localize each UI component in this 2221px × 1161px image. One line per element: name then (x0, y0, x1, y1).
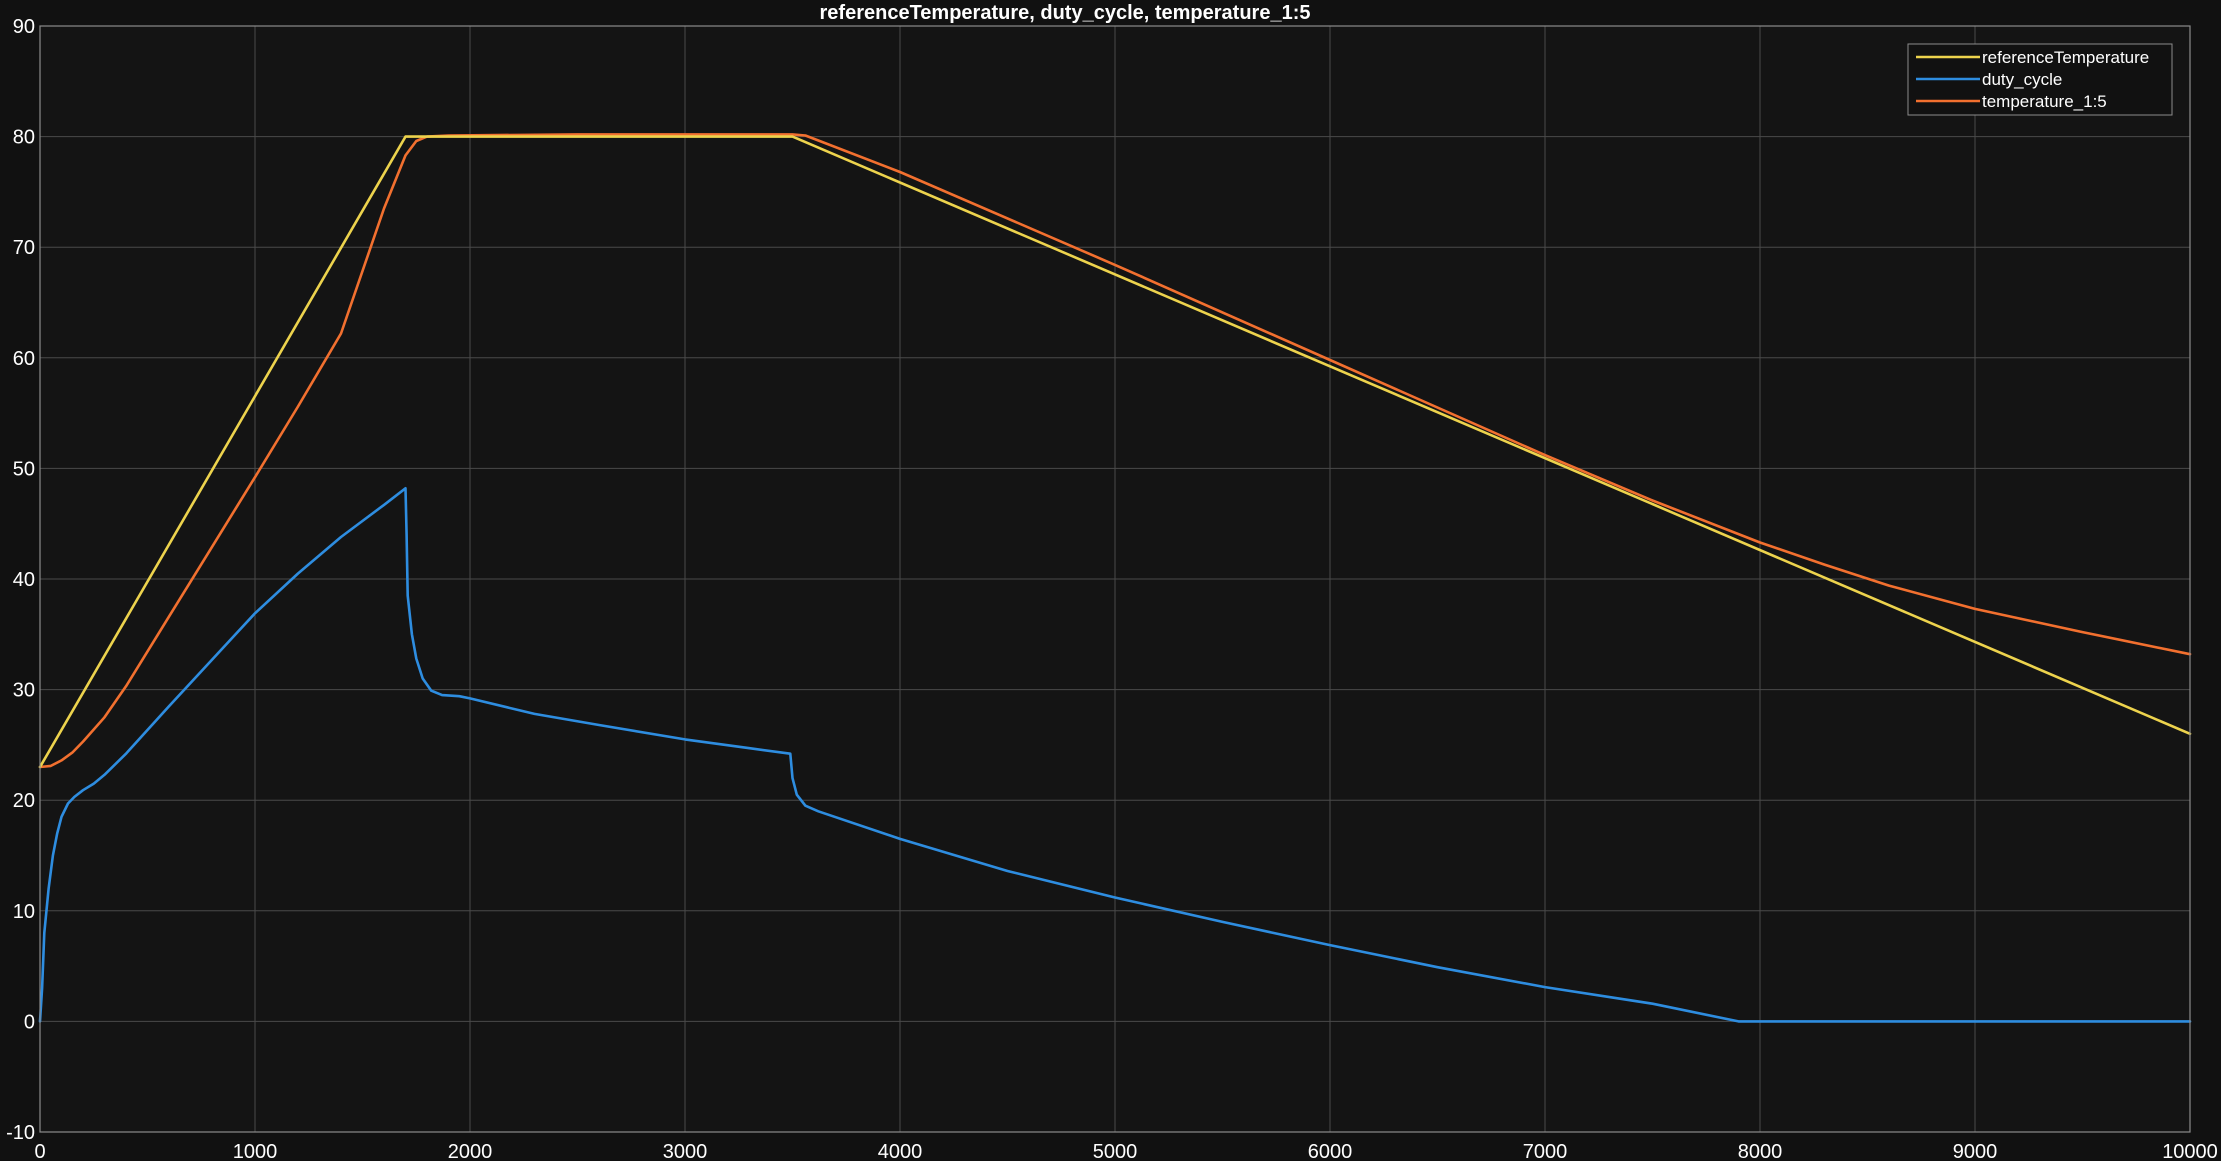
x-tick-label: 0 (34, 1141, 45, 1161)
y-tick-label: 0 (24, 1011, 35, 1033)
y-tick-label: 80 (13, 127, 35, 149)
legend[interactable]: referenceTemperature duty_cycle temperatur… (1907, 43, 2173, 116)
x-tick-label: 2000 (448, 1141, 493, 1161)
x-tick-label: 10000 (2162, 1141, 2218, 1161)
y-tick-label: 30 (13, 680, 35, 702)
legend-label: duty_cycle (1982, 70, 2062, 89)
x-tick-label: 4000 (878, 1141, 923, 1161)
series-lines (38, 133, 2192, 1023)
chart-title: referenceTemperature, duty_cycle, temper… (820, 2, 1311, 24)
axes-frame (39, 25, 2191, 1133)
tick-labels: 0 1000 2000 3000 4000 5000 6000 7000 8000 9000 100… (6, 16, 2218, 1161)
x-tick-label: 7000 (1523, 1141, 1568, 1161)
y-tick-label: 50 (13, 458, 35, 480)
x-tick-label: 5000 (1093, 1141, 1138, 1161)
x-tick-label: 6000 (1308, 1141, 1353, 1161)
y-tick-label: 70 (13, 237, 35, 259)
legend-label: temperature_1:5 (1982, 92, 2107, 111)
series-line-referencetemperature[interactable] (38, 135, 2192, 769)
y-tick-label: 40 (13, 569, 35, 591)
y-tick-label: 10 (13, 901, 35, 923)
legend-label: referenceTemperature (1982, 48, 2149, 67)
x-tick-label: 1000 (233, 1141, 278, 1161)
x-tick-label: 3000 (663, 1141, 708, 1161)
x-tick-label: 9000 (1953, 1141, 1998, 1161)
x-tick-label: 8000 (1738, 1141, 1783, 1161)
y-tick-label: -10 (6, 1122, 35, 1144)
series-line-duty-cycle[interactable] (38, 487, 2192, 1023)
y-tick-label: 90 (13, 16, 35, 38)
y-tick-label: 60 (13, 348, 35, 370)
y-tick-label: 20 (13, 790, 35, 812)
